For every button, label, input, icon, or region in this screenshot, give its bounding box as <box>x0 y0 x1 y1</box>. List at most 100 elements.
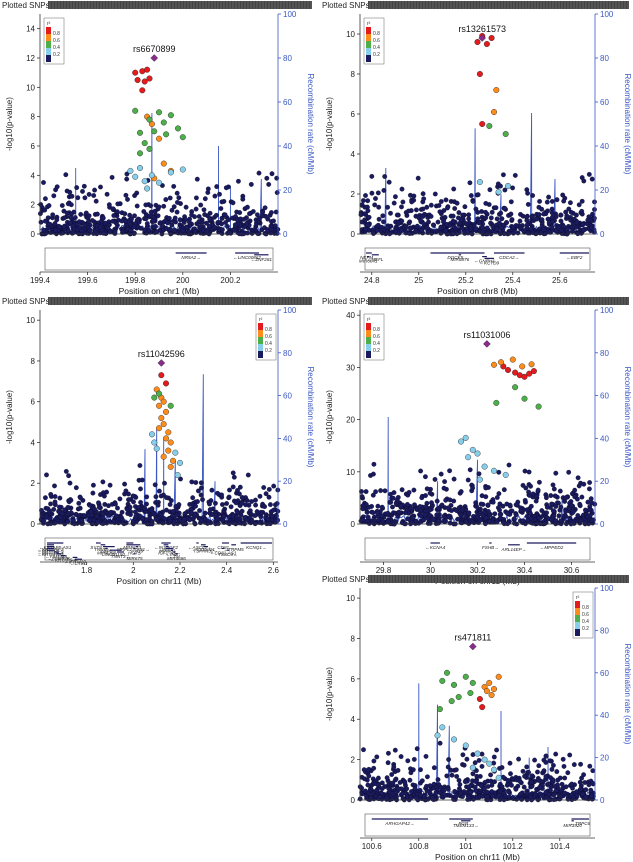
snp-point-r2-low <box>100 215 106 221</box>
snp-point-r2-low <box>447 520 453 526</box>
snp-point-r2-low <box>157 220 163 226</box>
y-tick-label: 4 <box>31 171 36 180</box>
snp-point-r2-low <box>419 228 425 234</box>
legend-swatch <box>46 48 51 55</box>
snp-point-r2-low <box>235 509 240 515</box>
snp-point-r2-low <box>548 775 554 781</box>
snp-point-r2-low <box>384 795 390 801</box>
snp-point-r2-low <box>464 229 470 234</box>
snp-point-r2-low <box>388 210 393 216</box>
snp-point-r2-low <box>393 228 398 234</box>
x-tick-label: 25.4 <box>505 276 521 285</box>
snp-point-r2-bin-0 <box>479 704 486 711</box>
y-axis-title: -log10(p-value) <box>5 390 14 444</box>
snp-point-r2-low <box>359 202 365 208</box>
x-tick-label: 101 <box>459 842 473 851</box>
snp-point-r2-low <box>379 791 385 796</box>
snp-point-r2-low <box>219 502 225 507</box>
plotted-snps-strip <box>368 1 629 9</box>
gene-label: TSPAN32→ <box>193 549 218 554</box>
snp-point-r2-low <box>579 208 585 214</box>
snp-point-r2-low <box>247 508 253 514</box>
snp-point-r2-low <box>69 193 75 199</box>
snp-point-r2-low <box>491 754 497 760</box>
snp-point-r2-low <box>361 747 366 753</box>
snp-point-r2-low <box>381 219 386 225</box>
snp-point-r2-low <box>456 210 462 216</box>
snp-point-r2-low <box>155 502 161 508</box>
snp-point-r2-low <box>360 506 366 512</box>
snp-point-r2-low <box>574 496 580 502</box>
snp-point-r2-low <box>136 504 142 510</box>
snp-point-r2-low <box>182 511 188 517</box>
gene-label: ←FAM99A <box>45 554 67 559</box>
snp-point-r2-low <box>244 221 250 227</box>
snp-point-r2-low <box>435 518 441 524</box>
snp-point-r2-low <box>438 230 444 236</box>
snp-point-r2-low <box>365 198 371 204</box>
legend-swatch <box>258 330 263 337</box>
snp-point-r2-low <box>127 212 133 218</box>
snp-point-r2-low <box>405 516 411 522</box>
legend-label: 0.8 <box>53 31 60 37</box>
locuszoom-panel-chr11-b: Plotted SNPs rs11031006 0 10 20 30 40 0 20 40 60 80… <box>322 297 632 586</box>
y2-tick-label: 0 <box>600 796 605 805</box>
snp-point-r2-low <box>209 511 215 517</box>
snp-point-r2-low <box>411 193 417 199</box>
snp-point-r2-low <box>411 487 417 493</box>
snp-point-r2-low <box>501 519 507 525</box>
snp-point-r2-low <box>567 752 573 758</box>
snp-point-r2-low <box>558 504 564 510</box>
snp-point-r2-low <box>509 217 515 222</box>
snp-point-r2-low <box>94 211 100 217</box>
snp-point-r2-low <box>518 791 524 797</box>
snp-point-r2-bin-3 <box>167 169 174 176</box>
snp-point-r2-low <box>363 226 368 232</box>
snp-point-r2-bin-3 <box>176 459 183 466</box>
snp-point-r2-low <box>522 468 528 474</box>
ld-snps <box>148 372 183 479</box>
y-tick-label: 4 <box>351 150 356 159</box>
snp-point-r2-low <box>435 219 441 225</box>
gene-label: ARL14EP→ <box>501 547 527 552</box>
axes: 0 2 4 6 8 10 12 14 0 20 40 60 80 100 <box>26 10 297 239</box>
snp-point-r2-bin-2 <box>167 112 174 119</box>
gene-label: ←PGR <box>454 821 469 826</box>
legend-title: r² <box>367 317 371 323</box>
x-tick-label: 1.8 <box>81 566 93 575</box>
snp-point-r2-low <box>158 512 164 518</box>
snp-point-r2-low <box>558 227 564 233</box>
snp-point-r2-low <box>478 783 484 789</box>
snp-point-r2-low <box>359 785 364 791</box>
snp-point-r2-low <box>551 792 557 798</box>
snp-point-r2-low <box>476 471 482 477</box>
snp-point-r2-low <box>432 191 438 197</box>
snp-point-r2-bin-2 <box>439 677 446 684</box>
snp-point-r2-low <box>122 481 127 487</box>
snp-point-r2-low <box>76 219 82 225</box>
snp-point-r2-low <box>371 461 377 467</box>
x-tick-label: 24.8 <box>364 276 380 285</box>
snp-point-r2-bin-3 <box>132 173 139 180</box>
snp-point-r2-low <box>226 494 232 500</box>
snp-point-r2-low <box>109 174 115 180</box>
snp-point-r2-low <box>199 518 204 523</box>
y-tick-label: 8 <box>351 70 356 79</box>
x-tick-label: 199.4 <box>30 276 51 285</box>
snp-point-r2-low <box>390 495 396 501</box>
snp-point-r2-low <box>418 468 423 474</box>
gene-label: TNNI2→ <box>94 547 112 552</box>
snp-point-r2-low <box>441 513 447 519</box>
snp-point-r2-low <box>426 219 431 225</box>
lead-snp-label: rs471811 <box>454 633 491 643</box>
snp-point-r2-low <box>497 512 503 517</box>
snp-point-r2-low <box>171 519 177 525</box>
snp-point-r2-low <box>569 781 575 787</box>
snp-point-r2-low <box>541 768 547 774</box>
snp-point-r2-low <box>419 778 425 784</box>
snp-point-r2-low <box>431 781 437 787</box>
snp-point-r2-low <box>266 486 272 492</box>
snp-point-r2-low <box>202 510 208 516</box>
locuszoom-panel-chr8: Plotted SNPsrs13261573024681002040608010… <box>322 1 632 296</box>
